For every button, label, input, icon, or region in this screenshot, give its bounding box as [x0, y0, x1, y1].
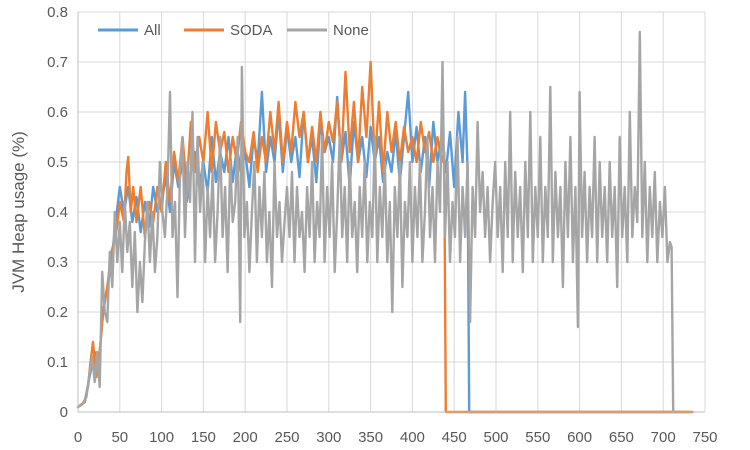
y-axis-title: JVM Heap usage (%) — [9, 131, 28, 293]
x-tick-label: 750 — [692, 429, 717, 446]
y-tick-label: 0.3 — [47, 254, 68, 271]
y-tick-label: 0.2 — [47, 304, 68, 321]
x-tick-label: 400 — [400, 429, 425, 446]
legend-label-all: All — [144, 22, 161, 39]
y-tick-label: 0.4 — [47, 204, 68, 221]
y-tick-label: 0.1 — [47, 354, 68, 371]
legend: All SODA None — [98, 22, 369, 39]
y-tick-label: 0.5 — [47, 154, 68, 171]
legend-label-none: None — [333, 22, 369, 39]
x-tick-label: 650 — [609, 429, 634, 446]
y-tick-label: 0.7 — [47, 54, 68, 71]
x-tick-label: 350 — [358, 429, 383, 446]
x-tick-label: 450 — [442, 429, 467, 446]
y-tick-label: 0.8 — [47, 4, 68, 21]
x-tick-label: 50 — [111, 429, 128, 446]
x-tick-label: 250 — [274, 429, 299, 446]
series-layer — [76, 30, 694, 414]
x-tick-labels: 0 50 100 150 200 250 300 350 400 450 500 550 600 650 7… — [74, 429, 718, 446]
x-tick-label: 300 — [316, 429, 341, 446]
legend-label-soda: SODA — [230, 22, 273, 39]
y-tick-label: 0.6 — [47, 104, 68, 121]
axes — [77, 12, 705, 413]
x-tick-label: 150 — [191, 429, 216, 446]
x-tick-label: 0 — [74, 429, 82, 446]
x-tick-label: 600 — [567, 429, 592, 446]
x-tick-label: 500 — [483, 429, 508, 446]
x-tick-label: 200 — [233, 429, 258, 446]
y-tick-label: 0 — [60, 404, 68, 421]
x-tick-label: 550 — [525, 429, 550, 446]
series-line-soda — [76, 60, 694, 414]
x-tick-label: 700 — [651, 429, 676, 446]
y-tick-labels: 0 0.1 0.2 0.3 0.4 0.5 0.6 0.7 0.8 — [47, 4, 68, 421]
series-line-none — [76, 30, 675, 414]
x-tick-label: 100 — [149, 429, 174, 446]
